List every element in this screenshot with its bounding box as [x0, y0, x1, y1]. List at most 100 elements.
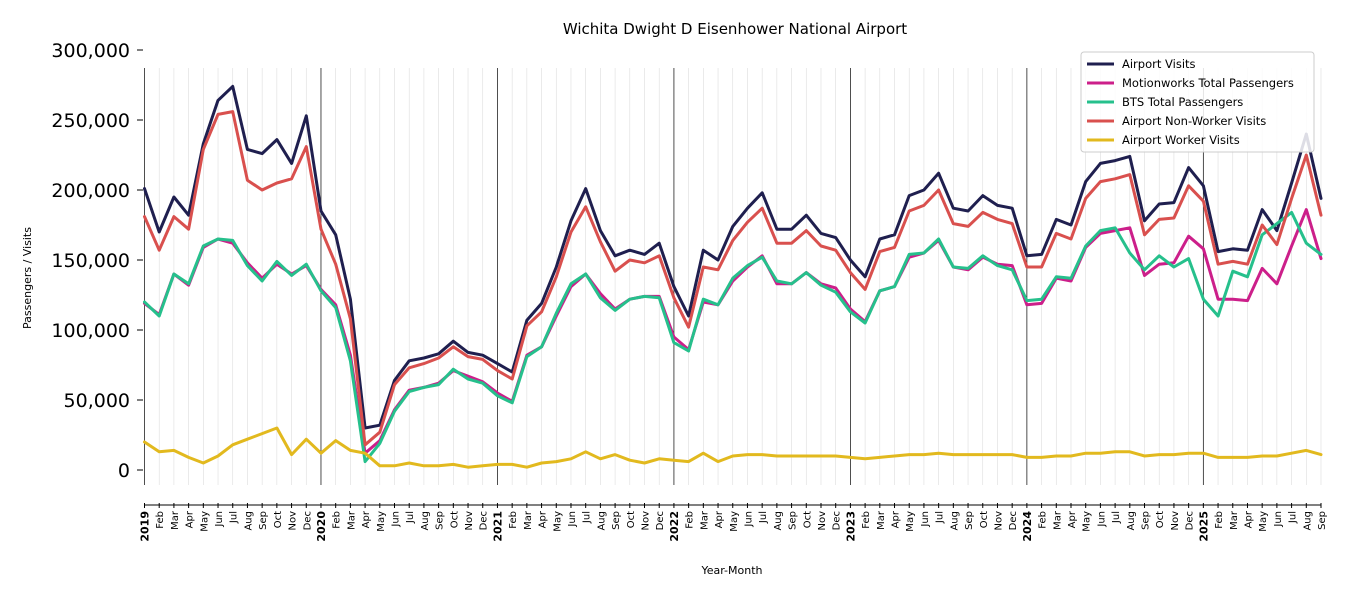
- x-month-label: May: [199, 511, 210, 532]
- x-axis-label: Year-Month: [700, 564, 762, 577]
- x-month-label: Jun: [1096, 511, 1107, 528]
- legend-label: BTS Total Passengers: [1122, 95, 1243, 109]
- x-month-label: Jul: [935, 511, 946, 524]
- series-line-bts-total-passengers: [143, 210, 1323, 464]
- x-month-label: Sep: [1317, 511, 1328, 530]
- x-month-label: Apr: [1067, 510, 1078, 528]
- y-tick-label: 0: [118, 460, 130, 482]
- legend-label: Airport Visits: [1122, 57, 1196, 71]
- x-year-label: 2022: [668, 511, 681, 542]
- x-month-label: Feb: [861, 511, 872, 529]
- x-month-label: Jul: [1288, 511, 1299, 524]
- legend-box: [1080, 51, 1315, 153]
- x-month-label: Jun: [1273, 511, 1284, 528]
- x-year-label: 2025: [1197, 511, 1210, 542]
- x-month-label: Jul: [1111, 511, 1122, 524]
- x-month-label: Mar: [346, 510, 357, 530]
- x-month-label: Sep: [788, 511, 799, 530]
- x-month-label: Sep: [435, 511, 446, 530]
- x-month-label: Jun: [214, 511, 225, 528]
- x-month-label: Nov: [288, 511, 299, 531]
- x-month-label: Apr: [1243, 510, 1254, 528]
- series-line-airport-non-worker-visits: [143, 110, 1323, 447]
- x-month-label: Feb: [685, 511, 696, 529]
- x-month-label: Jul: [582, 511, 593, 524]
- legend-label: Motionworks Total Passengers: [1122, 76, 1294, 90]
- x-month-label: Jul: [758, 511, 769, 524]
- series-lines: [143, 84, 1323, 469]
- x-month-label: May: [1258, 511, 1269, 532]
- x-month-label: Apr: [714, 510, 725, 528]
- x-month-label: Aug: [596, 511, 607, 531]
- x-month-label: Apr: [538, 510, 549, 528]
- x-month-label: May: [552, 511, 563, 532]
- x-month-label: Mar: [1229, 510, 1240, 530]
- x-month-label: Apr: [891, 510, 902, 528]
- x-year-label: 2020: [315, 511, 328, 542]
- x-year-label: 2019: [139, 511, 152, 542]
- x-month-label: Aug: [1126, 511, 1137, 531]
- x-month-label: Dec: [479, 511, 490, 530]
- y-tick-label: 250,000: [51, 110, 130, 132]
- x-month-label: Jun: [743, 511, 754, 528]
- x-month-label: Nov: [641, 511, 652, 531]
- legend: Airport Visits Motionworks Total Passenge…: [1080, 51, 1315, 153]
- x-month-label: Nov: [464, 511, 475, 531]
- x-month-label: Dec: [302, 511, 313, 530]
- x-month-label: Sep: [964, 511, 975, 530]
- x-year-label: 2024: [1021, 511, 1034, 542]
- x-month-label: Feb: [1038, 511, 1049, 529]
- x-month-label: Oct: [273, 511, 284, 528]
- y-tick-label: 200,000: [51, 180, 130, 202]
- series-line-airport-visits: [143, 84, 1323, 430]
- x-month-label: Sep: [258, 511, 269, 530]
- x-month-label: Apr: [185, 510, 196, 528]
- x-axis: 2019 Feb Mar Apr May Jun Jul Aug Sep Oct Nov Dec 202…: [139, 503, 1328, 542]
- x-month-label: Mar: [523, 510, 534, 530]
- x-month-label: Aug: [243, 511, 254, 531]
- x-month-label: Aug: [420, 511, 431, 531]
- x-month-label: Dec: [1008, 511, 1019, 530]
- series-line-airport-worker-visits: [143, 426, 1323, 469]
- y-tick-label: 300,000: [51, 40, 130, 62]
- x-month-label: Feb: [508, 511, 519, 529]
- y-tick-label: 100,000: [51, 320, 130, 342]
- x-month-label: May: [905, 511, 916, 532]
- x-month-label: Mar: [1052, 510, 1063, 530]
- x-month-label: May: [729, 511, 740, 532]
- x-month-label: Oct: [449, 511, 460, 528]
- x-month-label: Sep: [1141, 511, 1152, 530]
- x-month-label: Feb: [1214, 511, 1225, 529]
- y-tick-label: 50,000: [64, 390, 130, 412]
- x-month-label: Dec: [1185, 511, 1196, 530]
- x-month-label: May: [376, 511, 387, 532]
- y-axis: 0 50,000 100,000 150,000 200,000 250,000 300,0…: [51, 40, 143, 482]
- x-month-label: Jul: [229, 511, 240, 524]
- x-month-label: Apr: [361, 510, 372, 528]
- x-month-label: Oct: [802, 511, 813, 528]
- x-month-label: Mar: [876, 510, 887, 530]
- x-month-label: Nov: [993, 511, 1004, 531]
- x-month-label: Nov: [817, 511, 828, 531]
- x-month-label: Sep: [611, 511, 622, 530]
- x-month-label: Mar: [170, 510, 181, 530]
- x-month-label: Jul: [405, 511, 416, 524]
- legend-label: Airport Worker Visits: [1122, 133, 1240, 147]
- x-year-label: 2021: [491, 511, 504, 542]
- x-month-label: Mar: [699, 510, 710, 530]
- x-month-label: Jun: [920, 511, 931, 528]
- x-month-label: Aug: [949, 511, 960, 531]
- legend-label: Airport Non-Worker Visits: [1122, 114, 1266, 128]
- x-month-label: Jun: [391, 511, 402, 528]
- x-month-label: Dec: [655, 511, 666, 530]
- chart-title: Wichita Dwight D Eisenhower National Air…: [563, 20, 907, 38]
- x-month-label: Nov: [1170, 511, 1181, 531]
- y-tick-label: 150,000: [51, 250, 130, 272]
- x-month-label: Oct: [1155, 511, 1166, 528]
- x-month-label: Oct: [979, 511, 990, 528]
- x-month-label: Aug: [1302, 511, 1313, 531]
- x-month-label: Oct: [626, 511, 637, 528]
- x-month-label: Dec: [832, 511, 843, 530]
- x-month-label: Feb: [332, 511, 343, 529]
